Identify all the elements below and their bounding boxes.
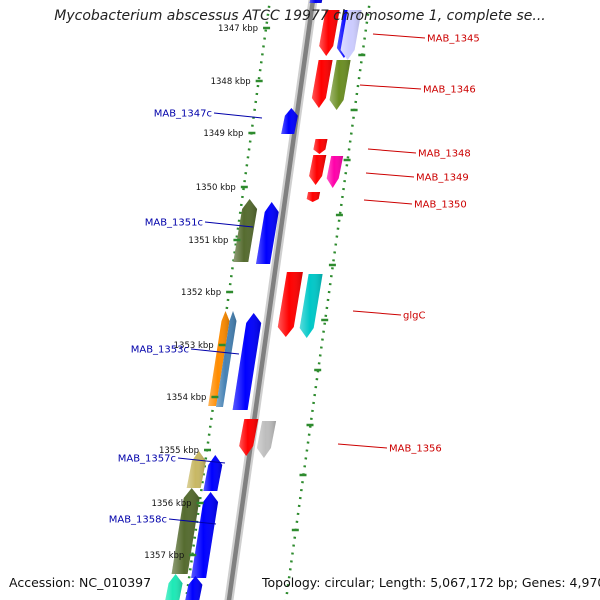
- gene-feature-shading: [216, 311, 237, 407]
- gene-feature-shading: [281, 108, 298, 134]
- gene-feature-shading: [208, 311, 230, 406]
- gene-feature-shading: [165, 574, 183, 600]
- backbone: [226, 0, 316, 600]
- gene-feature-shading: [203, 455, 223, 491]
- gene-label: MAB_1351c: [145, 218, 203, 229]
- gene-feature-shading: [329, 60, 351, 110]
- scale-tick-label: 1355 kbp: [159, 446, 199, 456]
- gene-feature-shading: [319, 10, 340, 56]
- gene-feature-shading: [239, 419, 259, 456]
- gene-label-leader: [190, 348, 240, 355]
- genome-summary-text: Topology: circular; Length: 5,067,172 bp…: [262, 575, 600, 590]
- gene-label: MAB_1349: [416, 173, 469, 184]
- gene-feature-shading: [256, 202, 279, 264]
- gene-label: MAB_1353c: [131, 345, 189, 356]
- gene-label-leader: [213, 112, 263, 119]
- gene-feature-shading: [306, 192, 321, 202]
- outer-dotted-ring: [284, 0, 372, 600]
- gene-feature-shading: [340, 10, 362, 60]
- gene-feature-shading: [233, 199, 258, 262]
- scale-tick-label: 1351 kbp: [188, 236, 228, 246]
- gene-feature-shading: [232, 313, 262, 410]
- scale-tick-label: 1349 kbp: [203, 129, 243, 139]
- gene-feature-shading: [277, 272, 303, 337]
- gene-label-leader: [363, 199, 413, 205]
- scale-tick-label: 1348 kbp: [211, 77, 251, 87]
- gene-label-leader: [352, 310, 402, 316]
- scale-tick-label: 1347 kbp: [218, 24, 258, 34]
- gene-label-leader: [168, 518, 217, 525]
- gene-label-leader: [177, 457, 226, 464]
- gene-label-leader: [204, 221, 254, 228]
- gene-label-leader: [337, 443, 388, 449]
- accession-text: Accession: NC_010397: [9, 575, 152, 590]
- gene-label: glgC: [403, 311, 425, 322]
- gene-label: MAB_1358c: [109, 515, 167, 526]
- scale-tick-label: 1356 kbp: [152, 499, 192, 509]
- gene-label: MAB_1346: [423, 85, 476, 96]
- gene-label: MAB_1345: [427, 34, 480, 45]
- gene-label-leader: [372, 33, 426, 39]
- gene-feature-shading: [309, 155, 327, 185]
- scale-tick-label: 1353 kbp: [174, 341, 214, 351]
- scale-tick-label: 1352 kbp: [181, 288, 221, 298]
- inner-dotted-ring: [184, 0, 272, 600]
- gene-feature-shading: [299, 274, 323, 338]
- gene-feature-shading: [171, 488, 200, 574]
- gene-label: MAB_1347c: [154, 109, 212, 120]
- map-title: Mycobacterium abscessus ATCC 19977 chrom…: [54, 8, 546, 24]
- scale-tick-label: 1350 kbp: [196, 183, 236, 193]
- gene-feature-shading: [311, 60, 333, 108]
- gene-label: MAB_1356: [389, 444, 442, 455]
- gene-label-leader: [359, 84, 422, 90]
- gene-label-leader: [367, 148, 417, 154]
- scale-tick-label: 1354 kbp: [166, 393, 206, 403]
- gene-feature-shading: [191, 492, 219, 578]
- gene-label: MAB_1348: [418, 149, 471, 160]
- gene-feature-shading: [313, 139, 328, 154]
- gene-feature-shading: [185, 576, 203, 600]
- gene-feature-shading: [326, 156, 344, 188]
- gene-label: MAB_1357c: [118, 454, 176, 465]
- scale-tick-label: 1357 kbp: [144, 551, 184, 561]
- gene-label: MAB_1350: [414, 200, 467, 211]
- gene-label-leader: [365, 172, 415, 178]
- gene-feature-shading: [309, 0, 323, 3]
- gene-feature-shading: [256, 421, 277, 458]
